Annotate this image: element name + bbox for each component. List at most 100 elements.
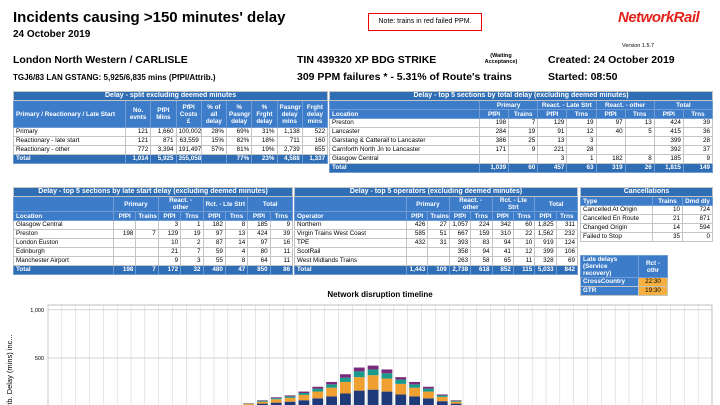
total-cell: 5,033	[534, 265, 557, 275]
cell: 159	[470, 229, 493, 239]
cell: 10	[652, 205, 683, 215]
cell: 224	[470, 220, 493, 230]
cell: 8	[224, 220, 249, 230]
created: Created: 24 October 2019	[548, 54, 675, 66]
column-header: PfPI	[405, 211, 429, 221]
version: Version 1.5.7	[622, 43, 655, 49]
bar-segment	[423, 386, 434, 389]
table-row: GTR 19:30	[580, 286, 668, 296]
column-header-row: Primary / Reactionary / Late Start No. ev…	[13, 100, 329, 128]
cell: 585	[405, 229, 429, 239]
row-label: Preston	[13, 229, 114, 239]
column-header-row: Location PfPI Trains PfPI Trns PfPI Trns PfPI Tr…	[329, 109, 714, 119]
table-row: London Euston 10 2 87 14 97 16	[13, 238, 294, 248]
cell: 284	[478, 127, 510, 137]
table-row: Primary 121 1,660 100,002 28% 69% 31% 1,138 522	[13, 127, 329, 137]
bar-segment	[284, 397, 296, 402]
cell: 3	[180, 256, 204, 266]
bar-segment	[340, 374, 351, 378]
bar-segment	[340, 377, 351, 382]
column-header: Trns	[566, 109, 597, 119]
cell: 129	[537, 118, 568, 128]
bar-segment	[395, 379, 407, 384]
cell: 19	[180, 229, 204, 239]
table-row: West Midlands Trains 263 58 65 11 328 69	[294, 256, 579, 266]
cell: 14	[652, 223, 683, 233]
report-date: 24 October 2019	[13, 29, 91, 40]
bar-segment	[298, 391, 310, 394]
column-header: Trns	[624, 109, 655, 119]
table-row: Preston 198 7 129 19 97 13 424 39	[329, 118, 714, 128]
cell: 358	[448, 247, 472, 257]
data-table: Delay - top 5 sections by total delay (e…	[328, 91, 714, 173]
cell	[624, 136, 655, 146]
bar-segment	[367, 365, 379, 370]
column-header: PfPI	[595, 109, 626, 119]
cell: 7	[180, 247, 204, 257]
table-row: Manchester Airport 9 3 55 8 64 11	[13, 256, 294, 266]
cell: 94	[491, 238, 514, 248]
column-header: PfPI	[247, 211, 271, 221]
cell: 432	[405, 238, 429, 248]
cell: 4	[224, 247, 249, 257]
cell	[135, 238, 159, 248]
bar-segment	[395, 394, 407, 405]
column-header: Trns	[682, 109, 714, 119]
started: Started: 08:50	[548, 71, 618, 83]
cell: 121	[124, 136, 152, 146]
cell: 37	[682, 145, 714, 155]
group-header: React. - other	[595, 100, 655, 110]
cell: 106	[555, 247, 579, 257]
column-header: Late delays (Service recovery)	[580, 255, 639, 278]
cell: 667	[448, 229, 472, 239]
cell: 8	[224, 256, 249, 266]
bar-segment	[284, 395, 296, 397]
cell: 711	[276, 136, 303, 146]
cell: 2,739	[276, 145, 303, 155]
total-cell: 26	[624, 163, 655, 173]
table-title: Cancellations	[579, 187, 714, 197]
data-table: Delay - top 5 sections by late start del…	[12, 187, 294, 275]
table-row: Lancaster 284 19 91 12 40 5 415 36	[329, 127, 714, 137]
cell: 69%	[225, 127, 253, 137]
cell: 28%	[200, 127, 228, 137]
table-title: Delay - top 5 operators (excluding deeme…	[294, 187, 578, 197]
cell: 399	[534, 247, 557, 257]
table-row: Changed Origin 14 594	[580, 223, 714, 233]
column-header: Trains	[427, 211, 450, 221]
total-cell: 1,014	[124, 154, 152, 164]
table-title-row: Delay - top 5 operators (excluding deeme…	[294, 187, 578, 197]
cell: 40	[595, 127, 626, 137]
row-label: West Midlands Trains	[294, 256, 407, 266]
row-label: Reactionary - late start	[13, 136, 126, 146]
column-header-row: Location PfPI Trains PfPI Trns PfPI Trns PfPI Tr…	[13, 211, 294, 221]
row-label: Primary	[13, 127, 126, 137]
table-row: Reactionary - late start 121 871 63,559 15% 8…	[13, 136, 329, 146]
cell: 328	[534, 256, 557, 266]
bar-segment	[257, 400, 268, 402]
column-header: Trns	[470, 211, 493, 221]
bar-segment	[326, 384, 337, 388]
cell: 8	[624, 154, 655, 164]
table-title: Delay - split excluding deemed minutes	[12, 91, 329, 101]
y-tick-label: 1,000	[30, 308, 44, 314]
table-row: Glasgow Central 3 1 182 8 185 9	[329, 154, 714, 164]
group-header: Total	[247, 196, 294, 212]
bar-segment	[326, 396, 337, 405]
cell: 393	[448, 238, 472, 248]
cell: 185	[247, 220, 271, 230]
column-header-row: Type Trains Dmd dly	[580, 196, 714, 206]
column-header: PfPI Mins	[150, 100, 177, 128]
cell: 1,138	[276, 127, 303, 137]
total-row: Total 1,039 60 457 63 319 26 1,815 149	[329, 163, 714, 173]
cell: 424	[653, 118, 684, 128]
total-cell: 618	[470, 265, 493, 275]
cell: 3	[157, 220, 182, 230]
total-label: Total	[13, 265, 114, 275]
column-header: No. evnts	[124, 100, 152, 128]
data-table: Late delays (Service recovery) Rct - othr…	[580, 255, 668, 296]
table-row: Failed to Stop 35 0	[580, 232, 714, 242]
incident: TIN 439320 XP BDG STRIKE	[297, 54, 437, 66]
bar-segment	[381, 378, 393, 392]
